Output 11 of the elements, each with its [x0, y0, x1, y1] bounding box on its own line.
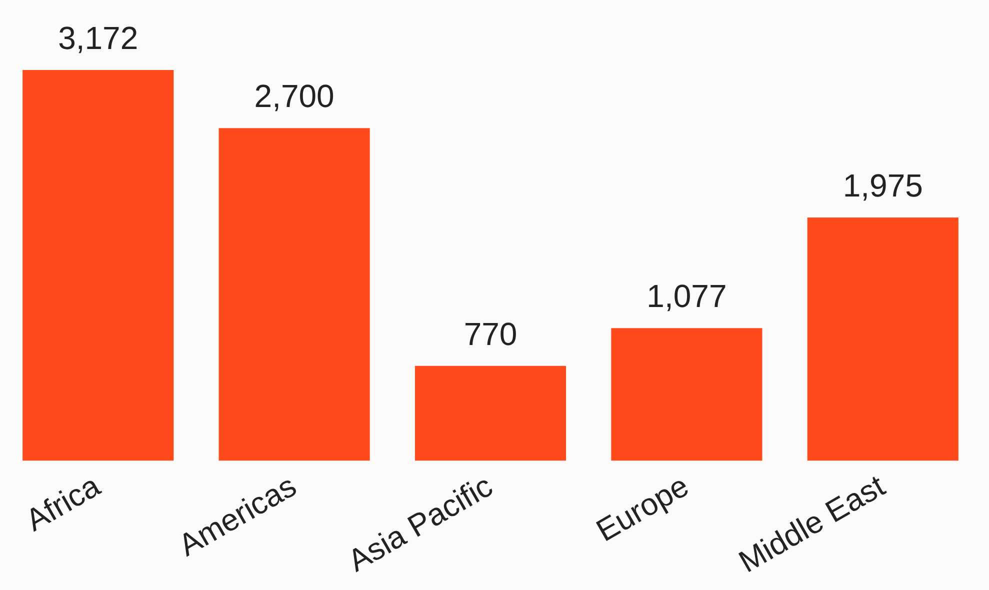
- data-label: 770: [464, 316, 518, 352]
- bar: [218, 128, 370, 461]
- bar: [22, 70, 174, 461]
- data-label: 1,077: [646, 278, 727, 314]
- bar: [807, 217, 958, 461]
- x-tick-label: Africa: [20, 468, 107, 538]
- data-label: 2,700: [254, 78, 334, 114]
- bar: [414, 366, 566, 461]
- data-label: 1,975: [842, 167, 923, 204]
- bar: [611, 328, 762, 461]
- data-label: 3,172: [58, 20, 138, 56]
